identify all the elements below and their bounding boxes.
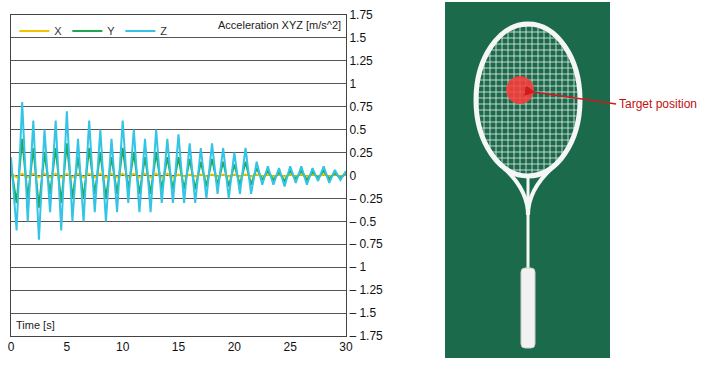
svg-text:Z: Z	[160, 25, 167, 37]
svg-text:0.75: 0.75	[349, 100, 373, 114]
svg-text:– 1: – 1	[349, 260, 366, 274]
svg-text:1.5: 1.5	[349, 31, 366, 45]
svg-text:1.25: 1.25	[349, 54, 373, 68]
svg-text:0: 0	[349, 169, 356, 183]
svg-text:Acceleration XYZ [m/s^2]: Acceleration XYZ [m/s^2]	[218, 19, 341, 31]
svg-text:– 1.75: – 1.75	[349, 329, 383, 343]
svg-text:Y: Y	[107, 25, 115, 37]
svg-text:10: 10	[116, 340, 130, 354]
svg-text:Target position: Target position	[619, 97, 697, 111]
svg-text:– 1.25: – 1.25	[349, 283, 383, 297]
svg-text:5: 5	[63, 340, 70, 354]
svg-text:X: X	[54, 25, 62, 37]
svg-text:Time [s]: Time [s]	[16, 319, 55, 331]
svg-text:1.75: 1.75	[349, 8, 373, 22]
svg-text:15: 15	[172, 340, 186, 354]
svg-text:– 0.5: – 0.5	[349, 215, 376, 229]
svg-text:1: 1	[349, 77, 356, 91]
svg-text:30: 30	[339, 340, 353, 354]
svg-text:0.5: 0.5	[349, 123, 366, 137]
svg-text:– 1.5: – 1.5	[349, 306, 376, 320]
svg-text:0.25: 0.25	[349, 146, 373, 160]
svg-text:25: 25	[283, 340, 297, 354]
svg-text:– 0.75: – 0.75	[349, 237, 383, 251]
svg-text:0: 0	[8, 340, 15, 354]
svg-text:– 0.25: – 0.25	[349, 192, 383, 206]
svg-text:20: 20	[228, 340, 242, 354]
